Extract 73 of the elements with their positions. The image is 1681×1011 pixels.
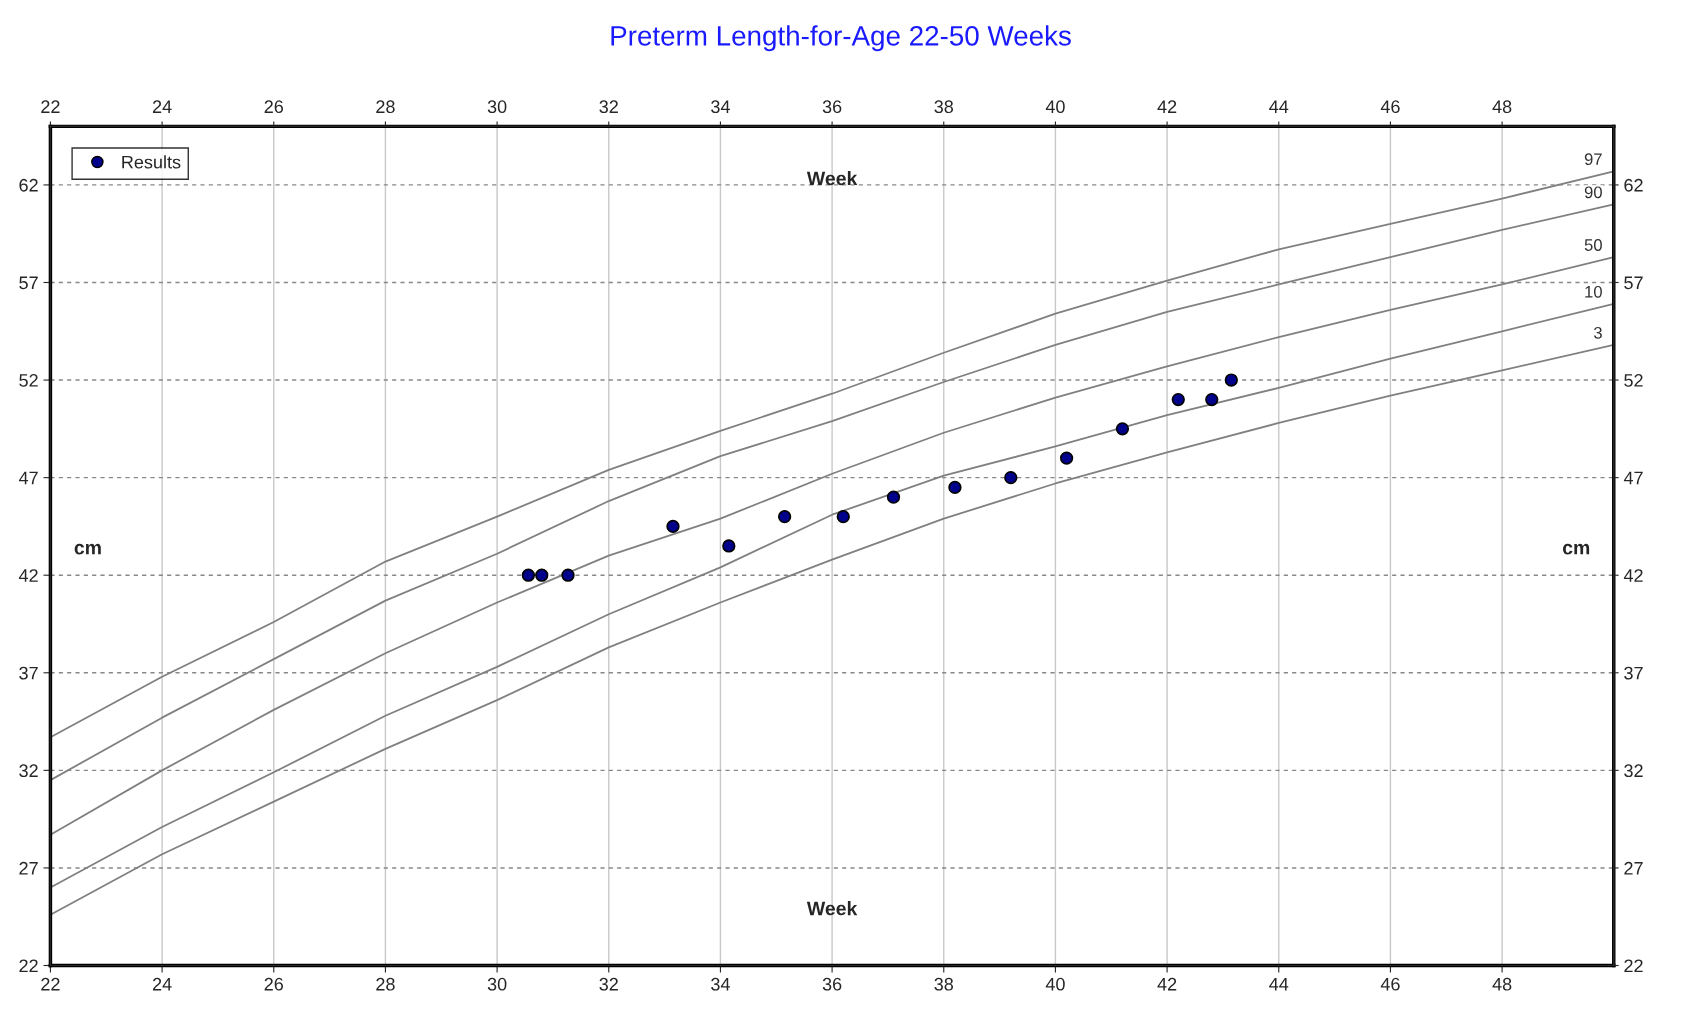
x2-tick-label: 40 — [1045, 100, 1065, 114]
x2-tick-label: 38 — [934, 100, 954, 114]
y2-tick-label: 57 — [1624, 276, 1643, 290]
point — [722, 539, 736, 553]
x2-tick-label: 32 — [599, 100, 618, 114]
y-tick-label: 32 — [19, 764, 38, 778]
y2-tick-label: 32 — [1624, 764, 1643, 778]
series-label: 90 — [1584, 186, 1602, 199]
y2-tick-label: 22 — [1624, 959, 1643, 973]
point — [666, 519, 680, 534]
x2-tick-label: 44 — [1269, 100, 1289, 113]
point — [1224, 373, 1238, 387]
x-tick-label: 38 — [934, 977, 954, 991]
x2-tick-label: 30 — [487, 100, 507, 114]
point — [836, 510, 850, 524]
y-tick-label: 62 — [19, 178, 38, 192]
x-tick-label: 22 — [41, 977, 60, 991]
x-axis-title: Week — [806, 901, 858, 916]
point — [521, 568, 536, 582]
point — [1059, 451, 1074, 465]
x-tick-label: 48 — [1492, 977, 1512, 991]
x-tick-label: 24 — [152, 977, 172, 991]
x-tick-label: 32 — [599, 977, 618, 991]
series-label: 50 — [1584, 239, 1602, 251]
x2-tick-label: 28 — [376, 100, 395, 114]
y2-tick-label: 37 — [1624, 666, 1643, 680]
y-tick-label: 47 — [18, 471, 38, 485]
legend-label: Results — [122, 155, 181, 169]
point — [1115, 422, 1130, 436]
x2-tick-label: 24 — [152, 100, 172, 113]
x2-tick-label: 48 — [1492, 100, 1512, 114]
x2-tick-label: 22 — [41, 100, 60, 113]
point — [948, 480, 962, 495]
series-label: 97 — [1584, 153, 1602, 166]
x-tick-label: 44 — [1269, 977, 1289, 991]
y2-tick-label: 42 — [1623, 569, 1643, 582]
chart-title: Preterm Length-for-Age 22-50 Weeks — [611, 25, 1071, 52]
x-tick-label: 40 — [1045, 977, 1065, 991]
y2-tick-label: 52 — [1624, 374, 1643, 387]
x-tick-label: 42 — [1157, 977, 1177, 991]
x2-tick-label: 46 — [1380, 100, 1400, 114]
point — [886, 490, 901, 504]
y-tick-label: 42 — [18, 569, 38, 582]
y-tick-label: 57 — [19, 276, 38, 290]
x2-tick-label: 34 — [711, 100, 730, 114]
x-tick-label: 36 — [822, 977, 842, 991]
y2-tick-label: 27 — [1624, 861, 1643, 875]
y2-tick-label: 62 — [1624, 178, 1643, 192]
x2-axis-title: Week — [806, 171, 858, 186]
point — [1171, 392, 1185, 407]
y-tick-label: 22 — [19, 959, 38, 973]
x-tick-label: 28 — [376, 977, 395, 991]
y-tick-label: 37 — [19, 666, 38, 680]
y2-axis-title: cm — [1562, 543, 1590, 555]
point — [777, 510, 792, 524]
x-tick-label: 26 — [264, 977, 284, 991]
y-axis-title: cm — [74, 543, 101, 555]
x2-tick-label: 36 — [822, 100, 842, 114]
y-tick-label: 52 — [19, 374, 38, 387]
y-tick-label: 27 — [19, 861, 38, 875]
point — [535, 568, 549, 582]
point — [1205, 392, 1219, 407]
x2-tick-label: 26 — [264, 100, 284, 114]
line-series — [50, 256, 1614, 836]
series-label: 10 — [1585, 285, 1602, 298]
x-tick-label: 34 — [711, 977, 730, 991]
x-tick-label: 30 — [487, 977, 507, 991]
point — [561, 568, 575, 582]
x-tick-label: 46 — [1380, 977, 1400, 991]
point — [1004, 470, 1018, 485]
y2-tick-label: 47 — [1623, 471, 1643, 485]
x2-tick-label: 42 — [1157, 100, 1177, 113]
series-label: 3 — [1593, 326, 1602, 339]
